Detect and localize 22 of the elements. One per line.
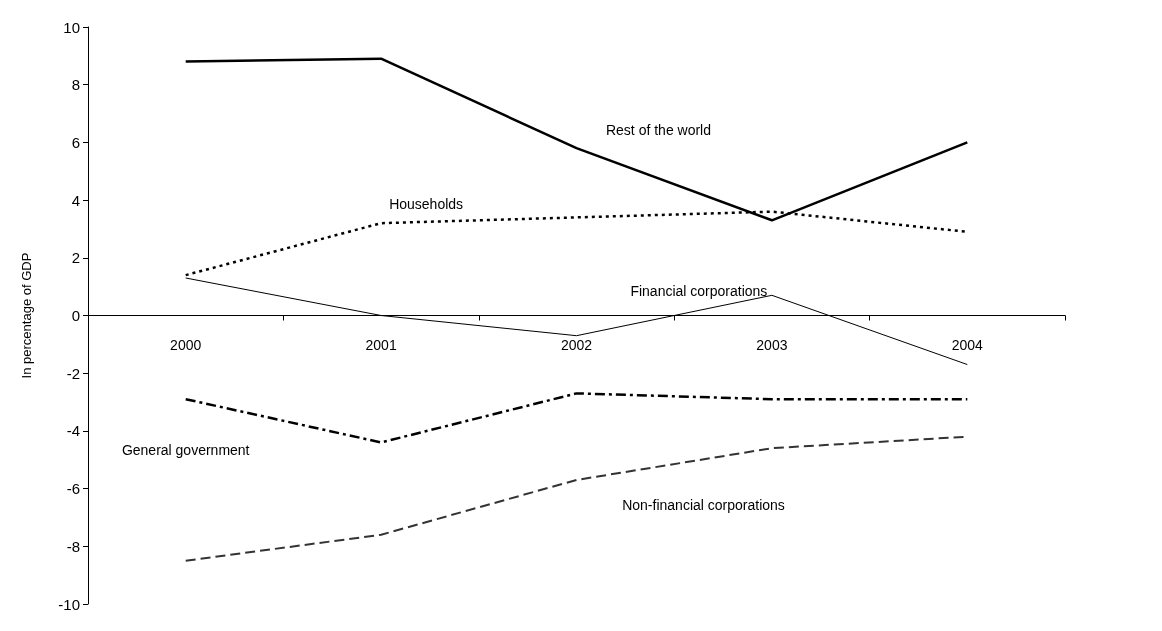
y-tick-label: 4: [71, 191, 80, 209]
x-tick-label: 2003: [756, 336, 788, 353]
y-tick-label: -2: [66, 364, 80, 382]
x-tick-label: 2000: [170, 336, 202, 353]
y-tick-label: -4: [66, 422, 80, 440]
series-label: Rest of the world: [605, 122, 712, 139]
text: General government: [121, 442, 250, 459]
y-tick-label: 10: [63, 18, 80, 36]
series-label: Financial corporations: [630, 283, 768, 300]
y-tick-label: 0: [71, 307, 80, 324]
series-label: Non-financial corporations: [622, 496, 785, 513]
x-tick-label: 2001: [365, 336, 397, 353]
y-tick-label: 8: [71, 76, 80, 94]
series-label: Households: [389, 196, 464, 213]
y-tick-label: 6: [71, 133, 80, 151]
y-axis-title: In percentage of GDP: [19, 252, 34, 379]
y-tick-label: -6: [66, 480, 80, 498]
y-tick-label: 2: [71, 249, 80, 267]
y-tick-label: -8: [66, 537, 80, 555]
x-tick-label: 2002: [560, 336, 593, 353]
x-tick-label: 2004: [951, 336, 984, 353]
y-tick-label: -10: [58, 595, 80, 613]
